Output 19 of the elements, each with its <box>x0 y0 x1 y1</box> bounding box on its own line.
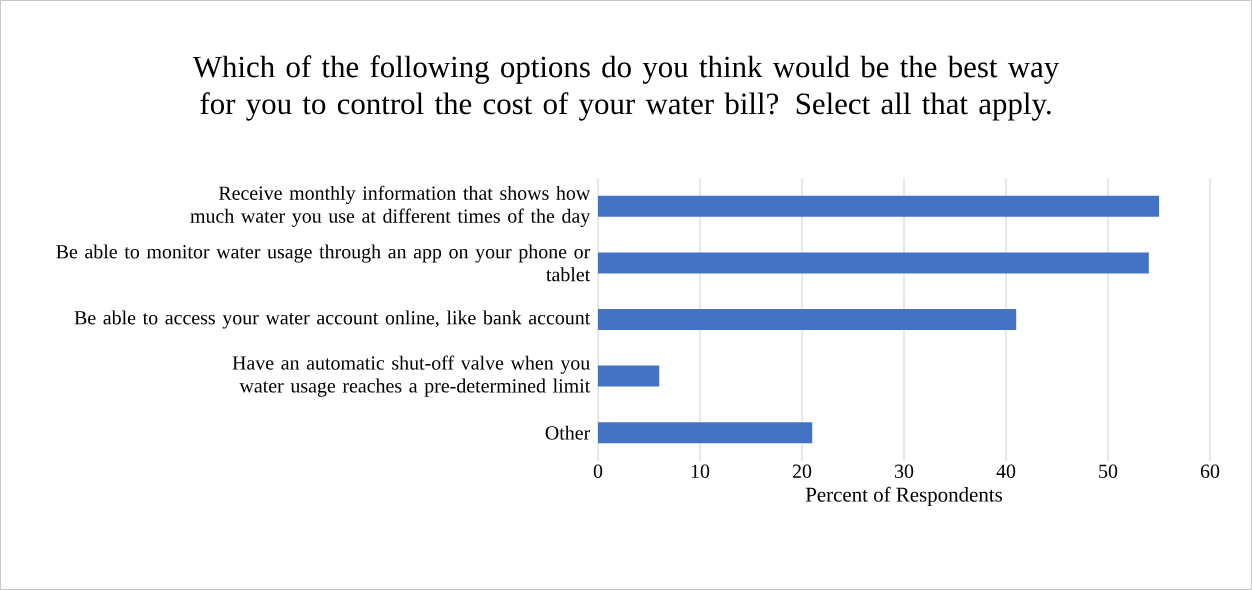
bar <box>598 309 1017 331</box>
y-tick-label: Be able to access your water account online, like bank account <box>74 310 591 329</box>
x-tick-label: 30 <box>894 464 914 478</box>
y-tick-label: Have an automatic shut-off valve when you water usage reaches a pre-determined limit <box>232 355 591 397</box>
x-tick-label: 60 <box>1200 464 1220 478</box>
bar <box>598 195 1159 217</box>
x-tick-label: 20 <box>792 464 812 478</box>
y-tick-label: Be able to monitor water usage through an app on your phone or tablet <box>56 244 591 282</box>
chart-title: Which of the following options do you think would be the best way for you to control the cost of your water bill? Select all that apply. <box>192 55 1060 121</box>
x-axis-title: Percent of Respondents <box>805 486 1003 506</box>
x-tick-label: 40 <box>996 464 1016 478</box>
x-tick-label: 50 <box>1099 464 1118 478</box>
x-tick-label: 0 <box>593 464 603 478</box>
y-tick-label: Receive monthly information that shows how much water you use at different times of the day <box>190 185 591 227</box>
x-tick-label: 10 <box>691 464 710 478</box>
y-tick-label: Other <box>545 425 591 440</box>
bar <box>598 365 660 387</box>
bar <box>598 252 1149 274</box>
bar <box>598 422 813 444</box>
